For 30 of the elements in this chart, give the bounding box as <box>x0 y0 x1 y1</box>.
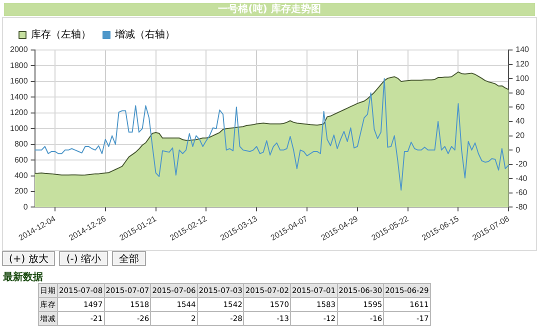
y2-tick-label: 100 <box>516 74 530 83</box>
y-tick-label: 2000 <box>10 45 28 54</box>
text: (+) 放大 <box>2 251 56 266</box>
text: 最新数据 <box>3 270 43 284</box>
y2-tick-label: 60 <box>516 102 526 112</box>
y2-tick-label: 40 <box>516 116 526 126</box>
y2-tick-label: -80 <box>516 202 528 212</box>
y-tick-label: 1800 <box>10 60 28 70</box>
legend-label: 增减（右轴） <box>114 28 175 41</box>
y2-tick-label: -20 <box>516 160 528 169</box>
y-tick-label: 0 <box>23 202 28 212</box>
y2-tick-label: 120 <box>516 59 530 68</box>
y-tick-label: 1600 <box>10 76 28 86</box>
text: (-) 缩小 <box>59 251 108 266</box>
legend-label: 库存（左轴） <box>31 28 91 41</box>
text: 全部 <box>112 251 146 266</box>
y2-tick-label: 20 <box>516 130 526 140</box>
y2-tick-label: 0 <box>516 145 521 154</box>
y-tick-label: 800 <box>14 140 28 149</box>
y-tick-label: 200 <box>14 186 28 196</box>
chart-title: 一号棉(吨) 库存走势图 <box>4 3 535 16</box>
y-tick-label: 1000 <box>10 124 28 133</box>
y-tick-label: 400 <box>14 170 28 180</box>
y2-tick-label: 140 <box>516 45 530 54</box>
y2-tick-label: 80 <box>516 88 526 98</box>
y-tick-label: 1200 <box>10 108 28 118</box>
y2-tick-label: -40 <box>516 174 528 183</box>
y-tick-label: 600 <box>14 155 28 164</box>
y2-tick-label: -60 <box>516 188 528 198</box>
y-tick-label: 1400 <box>10 92 28 102</box>
